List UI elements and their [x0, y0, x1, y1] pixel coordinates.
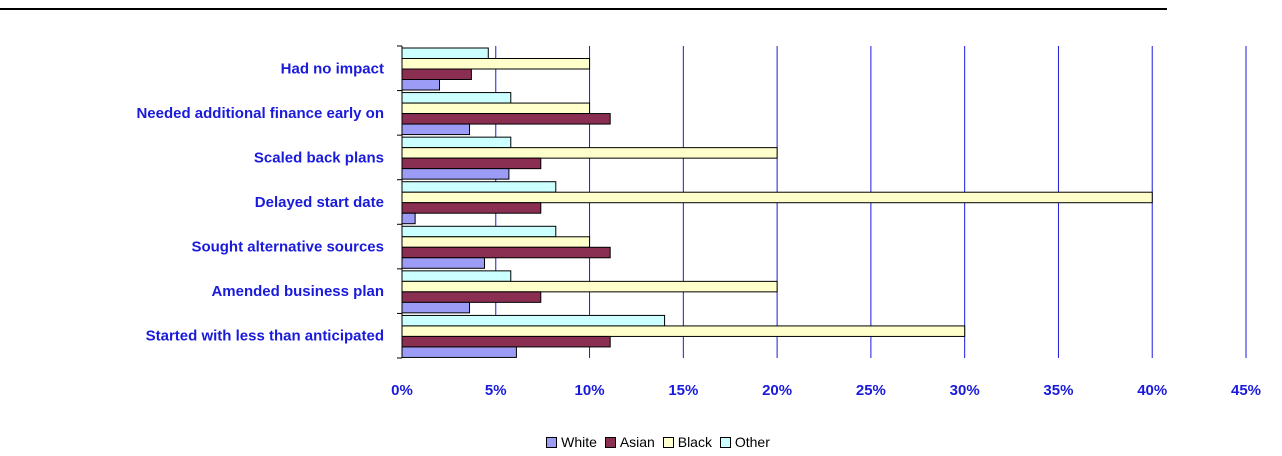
bar-asian — [401, 202, 542, 214]
bar-black — [401, 236, 591, 248]
bar-black — [401, 325, 966, 337]
x-tick-label: 35% — [1043, 382, 1073, 399]
legend-swatch-white — [546, 436, 558, 448]
legend-swatch-black — [662, 436, 674, 448]
bar-white — [401, 346, 517, 358]
bar-white — [401, 123, 471, 136]
top-rule — [0, 8, 1167, 10]
legend-label-other: Other — [734, 434, 770, 450]
x-tick-label: 20% — [762, 382, 792, 399]
bar-white — [401, 212, 416, 225]
bar-black — [401, 191, 1153, 204]
category-label: Scaled back plans — [254, 149, 384, 166]
category-label: Amended business plan — [211, 283, 384, 300]
bar-chart: 0% 5% 10% 15% 20% 25% 30% 35% 40% 45% Had no impac… — [136, 45, 1261, 399]
bar-white — [401, 257, 486, 269]
bar-other — [401, 314, 666, 327]
legend-item-white: White — [546, 434, 597, 450]
category-label: Delayed start date — [255, 194, 384, 211]
x-tick-label: 10% — [575, 382, 605, 399]
x-tick-label: 30% — [950, 382, 980, 399]
bar-other — [401, 181, 557, 193]
x-tick-label: 25% — [856, 382, 886, 399]
x-tick-label: 40% — [1137, 382, 1167, 399]
category-label: Needed additional finance early on — [136, 105, 384, 122]
x-tick-label: 45% — [1231, 382, 1261, 399]
legend-item-asian: Asian — [604, 434, 655, 450]
bar-asian — [401, 335, 611, 348]
bar-asian — [401, 157, 542, 170]
category-label: Sought alternative sources — [191, 239, 384, 256]
bar-black — [401, 147, 778, 159]
legend-label-white: White — [561, 434, 597, 450]
bar-black — [401, 280, 778, 293]
legend-label-asian: Asian — [619, 434, 655, 450]
bar-other — [401, 225, 557, 238]
legend-label-black: Black — [677, 434, 712, 450]
category-label: Had no impact — [281, 60, 384, 77]
bar-black — [401, 58, 591, 70]
bar-other — [401, 270, 512, 282]
bar-asian — [401, 246, 611, 259]
bar-other — [401, 136, 512, 149]
bar-asian — [401, 113, 611, 125]
legend-swatch-other — [719, 436, 731, 448]
legend-item-black: Black — [662, 434, 712, 450]
bar-black — [401, 102, 591, 115]
x-tick-label: 15% — [668, 382, 698, 399]
bar-other — [401, 92, 512, 104]
legend: White Asian Black Other — [0, 434, 1282, 451]
bar-white — [401, 79, 441, 91]
bar-asian — [401, 291, 542, 303]
legend-swatch-asian — [604, 436, 616, 448]
bar-other — [401, 47, 489, 59]
x-tick-label: 0% — [391, 382, 413, 399]
bar-asian — [401, 68, 472, 80]
bar-white — [401, 168, 510, 180]
bar-white — [401, 301, 471, 314]
legend-item-other: Other — [719, 434, 770, 450]
x-tick-label: 5% — [485, 382, 507, 399]
category-label: Started with less than anticipated — [146, 328, 384, 345]
